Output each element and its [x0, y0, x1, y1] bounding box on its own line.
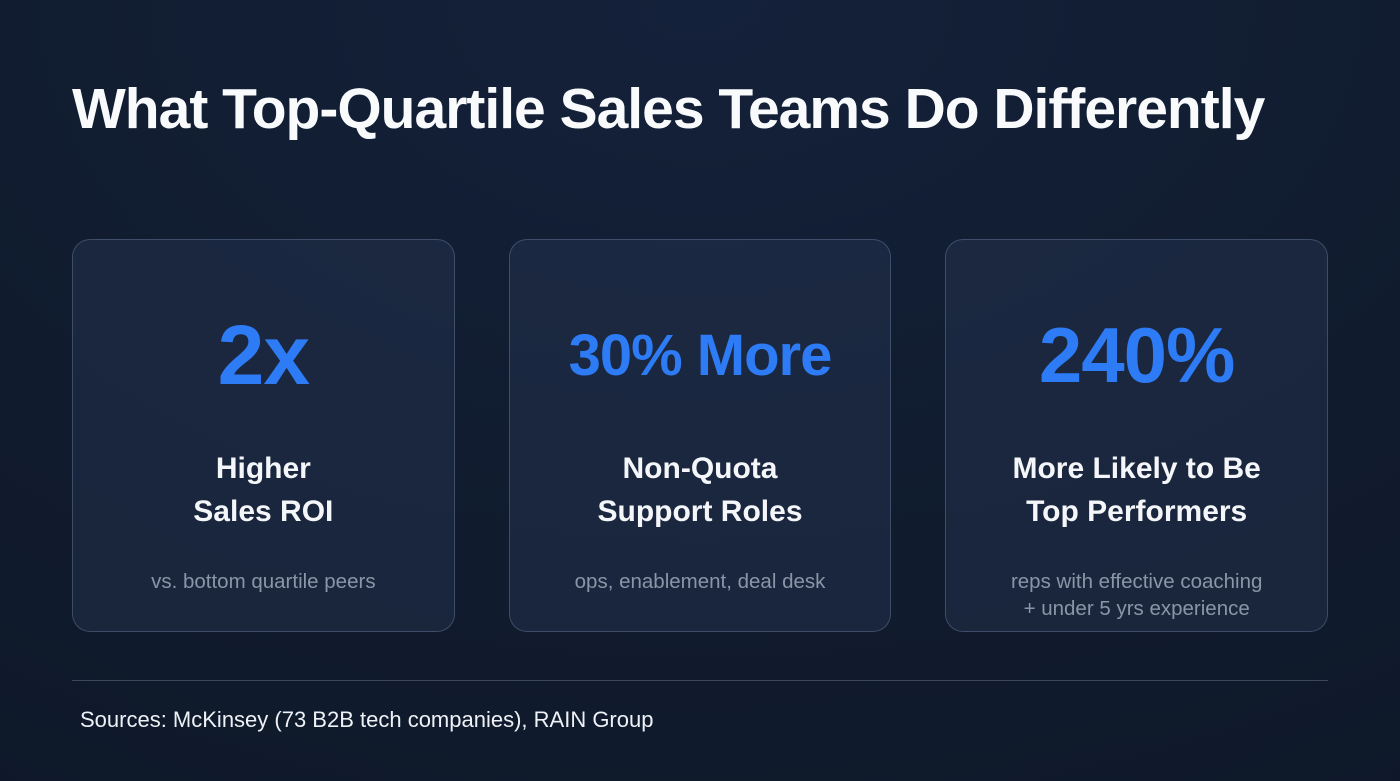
- stat-card-sales-roi: 2x Higher Sales ROI vs. bottom quartile …: [72, 238, 455, 632]
- stat-card-support-roles: 30% More Non-Quota Support Roles ops, en…: [508, 238, 892, 632]
- stat-label: More Likely to Be Top Performers: [1012, 451, 1261, 529]
- stat-label: Non-Quota Support Roles: [597, 451, 803, 529]
- footer-divider: [72, 679, 1328, 681]
- stat-card-row: 2x Higher Sales ROI vs. bottom quartile …: [72, 238, 1329, 632]
- stat-value: 240%: [1038, 310, 1235, 399]
- stat-caption: vs. bottom quartile peers: [151, 569, 376, 593]
- stat-caption: reps with effective coaching + under 5 y…: [1010, 569, 1263, 621]
- stat-value: 30% More: [568, 322, 833, 388]
- stat-label: Higher Sales ROI: [193, 451, 334, 529]
- page-title: What Top-Quartile Sales Teams Do Differe…: [72, 77, 1265, 141]
- stat-card-top-performers: 240% More Likely to Be Top Performers re…: [945, 238, 1329, 632]
- sources-text: Sources: McKinsey (73 B2B tech companies…: [80, 706, 654, 732]
- stat-caption: ops, enablement, deal desk: [574, 569, 826, 593]
- stat-value: 2x: [217, 307, 310, 402]
